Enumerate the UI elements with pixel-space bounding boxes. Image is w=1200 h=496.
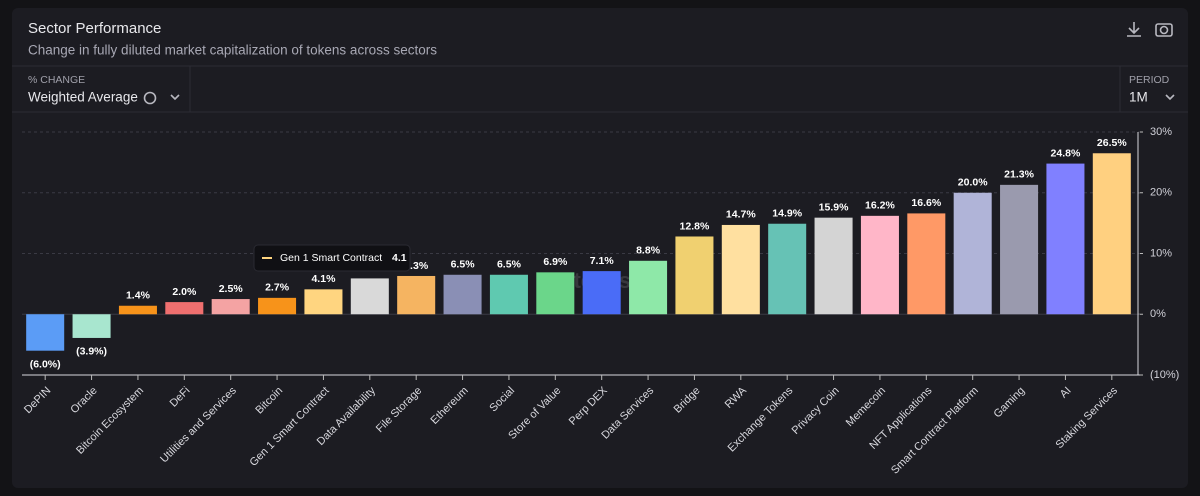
bar [953, 192, 992, 315]
value-label: 2.5% [219, 283, 244, 295]
bar [907, 213, 946, 315]
value-label: 14.7% [726, 209, 756, 221]
tooltip-value: 4.1 [392, 252, 407, 264]
bar [1046, 163, 1085, 315]
bar [443, 274, 482, 315]
value-label: 1.4% [126, 290, 151, 302]
period-label: PERIOD [1129, 74, 1170, 86]
value-label: 16.6% [911, 197, 941, 209]
card [12, 8, 1188, 488]
period-select[interactable]: 1M [1129, 90, 1148, 105]
download-icon[interactable] [1127, 22, 1141, 37]
bar [489, 274, 528, 315]
y-tick-label: (10%) [1150, 369, 1179, 381]
y-tick-label: 20% [1150, 187, 1172, 199]
value-label: 16.2% [865, 200, 895, 212]
chevron[interactable] [170, 94, 180, 101]
bar [675, 236, 714, 315]
chevron[interactable] [1165, 94, 1175, 101]
bar [629, 260, 668, 315]
bar [26, 314, 65, 351]
bar [536, 272, 575, 315]
value-label: (3.9%) [76, 346, 107, 358]
value-label: 2.7% [265, 282, 290, 294]
value-label: 6.5% [451, 259, 476, 271]
value-label: 6.9% [543, 256, 568, 268]
metric-label: % CHANGE [28, 74, 85, 86]
value-label: 14.9% [772, 208, 802, 220]
bar [118, 305, 157, 315]
value-label: 7.1% [590, 255, 615, 267]
bar [582, 271, 621, 315]
bar [304, 289, 343, 315]
bar [721, 224, 760, 315]
value-label: 8.8% [636, 245, 661, 257]
y-tick-label: 30% [1150, 126, 1172, 138]
y-tick-label: 0% [1150, 308, 1166, 320]
value-label: 24.8% [1051, 147, 1081, 159]
tooltip-box [253, 244, 411, 272]
camera-icon[interactable] [1155, 23, 1173, 37]
bar [1092, 153, 1131, 315]
title: Sector Performance [28, 20, 161, 37]
y-tick-label: 10% [1150, 247, 1172, 259]
bar [165, 302, 204, 315]
value-label: 26.5% [1097, 137, 1127, 149]
value-label: 2.0% [172, 286, 197, 298]
bar [1000, 184, 1039, 315]
value-label: 20.0% [958, 177, 988, 189]
bar [768, 223, 807, 315]
bar [397, 275, 436, 315]
value-label: 4.1% [311, 273, 336, 285]
bar [350, 278, 389, 315]
value-label: (6.0%) [30, 358, 61, 370]
bar [211, 299, 250, 315]
bar [72, 314, 111, 338]
bar [860, 215, 899, 315]
info-icon[interactable] [143, 91, 157, 105]
value-label: 15.9% [819, 201, 849, 213]
value-label: 12.8% [680, 220, 710, 232]
metric-select[interactable]: Weighted Average [28, 90, 138, 105]
value-label: 6.5% [497, 259, 522, 271]
subtitle: Change in fully diluted market capitaliz… [28, 43, 437, 58]
value-label: 21.3% [1004, 169, 1034, 181]
tooltip-name: Gen 1 Smart Contract [280, 252, 382, 264]
bar [258, 297, 297, 315]
bar [814, 217, 853, 315]
